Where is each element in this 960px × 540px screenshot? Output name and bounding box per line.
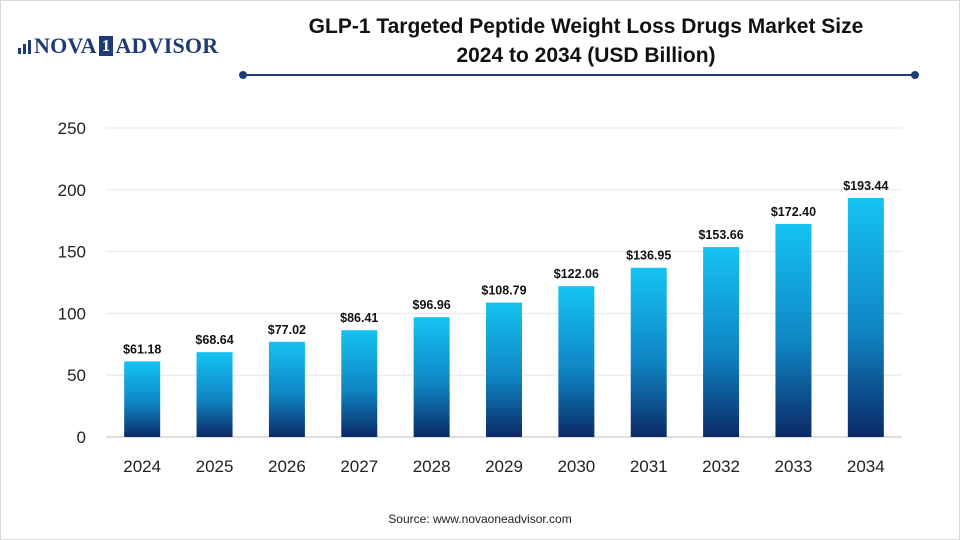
y-tick-label: 100 <box>58 304 86 323</box>
y-axis-ticks: 0 50 100 150 200 250 <box>58 119 86 447</box>
y-tick-label: 200 <box>58 181 86 200</box>
x-tick-label: 2024 <box>123 457 161 476</box>
x-tick-label: 2032 <box>702 457 740 476</box>
bar-2031 <box>630 267 667 437</box>
source-note: Source: www.novaoneadvisor.com <box>388 512 572 526</box>
chart-title: GLP-1 Targeted Peptide Weight Loss Drugs… <box>250 12 922 70</box>
logo-bars-icon <box>18 38 31 54</box>
bar-2027 <box>341 330 378 437</box>
x-tick-label: 2031 <box>630 457 668 476</box>
y-tick-label: 150 <box>58 243 86 262</box>
y-tick-label: 50 <box>67 366 86 385</box>
bar-value-label: $136.95 <box>626 249 671 263</box>
bar-2033 <box>775 223 812 437</box>
x-tick-label: 2025 <box>196 457 234 476</box>
x-tick-label: 2033 <box>775 457 813 476</box>
title-underline <box>239 71 919 79</box>
x-tick-label: 2028 <box>413 457 451 476</box>
bar-2032 <box>703 247 740 437</box>
chart-title-line1: GLP-1 Targeted Peptide Weight Loss Drugs… <box>308 15 864 38</box>
bar-2028 <box>413 317 450 437</box>
bar-value-label: $68.64 <box>195 333 233 347</box>
x-tick-label: 2030 <box>557 457 595 476</box>
bar-2034 <box>847 197 884 437</box>
bar-value-label: $153.66 <box>698 228 743 242</box>
bar-value-label: $86.41 <box>340 311 378 325</box>
bars <box>124 197 884 437</box>
logo-text-nova: NOVA <box>34 33 97 58</box>
x-axis-ticks: 2024 2025 2026 2027 2028 2029 2030 2031 2032 2033… <box>123 457 884 476</box>
logo-text-advisor: ADVISOR <box>115 33 219 58</box>
underline-left-dot <box>239 71 247 79</box>
logo-box: 1 <box>98 36 114 56</box>
bar-2029 <box>486 302 522 437</box>
bar-value-label: $108.79 <box>481 284 526 298</box>
brand-logo: NOVA 1 ADVISOR <box>18 33 218 59</box>
x-tick-label: 2026 <box>268 457 306 476</box>
x-tick-label: 2034 <box>847 457 885 476</box>
bar-2026 <box>268 341 305 437</box>
y-tick-label: 250 <box>58 119 86 138</box>
bar-2030 <box>558 286 595 437</box>
bar-value-label: $96.96 <box>413 298 451 312</box>
bar-value-label: $77.02 <box>268 323 306 337</box>
bar-value-label: $172.40 <box>771 205 816 219</box>
bar-value-label: $193.44 <box>843 179 888 193</box>
bar-value-label: $122.06 <box>554 267 599 281</box>
bar-2024 <box>124 361 161 437</box>
chart-title-line2: 2024 to 2034 (USD Billion) <box>456 44 716 67</box>
x-tick-label: 2029 <box>485 457 523 476</box>
bar-value-label: $61.18 <box>123 342 161 356</box>
data-labels: $61.18 $68.64 $77.02 $86.41 $96.96 $108.79 $12… <box>123 179 888 356</box>
x-tick-label: 2027 <box>340 457 378 476</box>
y-tick-label: 0 <box>77 428 86 447</box>
underline-right-dot <box>911 71 919 79</box>
bar-2025 <box>196 352 233 437</box>
